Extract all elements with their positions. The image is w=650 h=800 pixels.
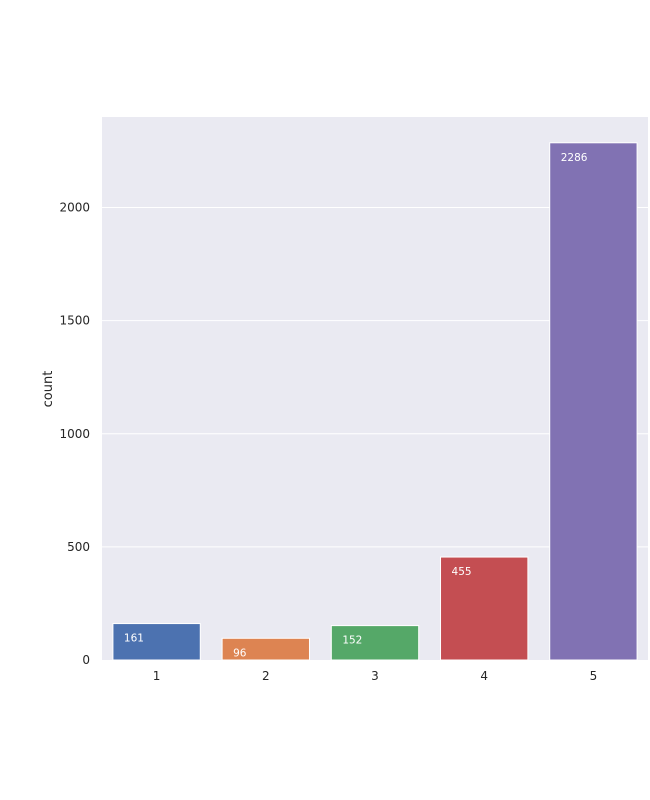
bar [549, 142, 638, 661]
bar-value-label: 96 [233, 647, 247, 659]
x-tick-label: 4 [480, 669, 488, 683]
bar [440, 556, 529, 661]
x-tick-label: 5 [590, 669, 598, 683]
x-tick-label: 2 [262, 669, 270, 683]
y-tick-label: 500 [67, 540, 90, 554]
y-tick-label: 1000 [59, 427, 90, 441]
bar-value-label: 455 [452, 566, 472, 578]
y-tick-label: 0 [82, 653, 90, 667]
y-axis-ticks: 0 500 1000 1500 2000 [59, 201, 90, 668]
x-tick-label: 3 [371, 669, 379, 683]
bar-value-label: 161 [124, 633, 144, 645]
y-axis-label: count [41, 371, 56, 408]
bar [221, 637, 310, 661]
bar-value-label: 2286 [561, 152, 588, 164]
x-tick-label: 1 [153, 669, 161, 683]
bars [112, 142, 638, 661]
data-labels: 161 96 152 455 2286 [124, 152, 588, 659]
y-tick-label: 2000 [59, 201, 90, 215]
x-axis-ticks: 1 2 3 4 5 [153, 669, 597, 683]
bar [112, 623, 201, 661]
bar [330, 625, 420, 661]
y-tick-label: 1500 [59, 314, 90, 328]
bar-value-label: 152 [342, 635, 362, 647]
